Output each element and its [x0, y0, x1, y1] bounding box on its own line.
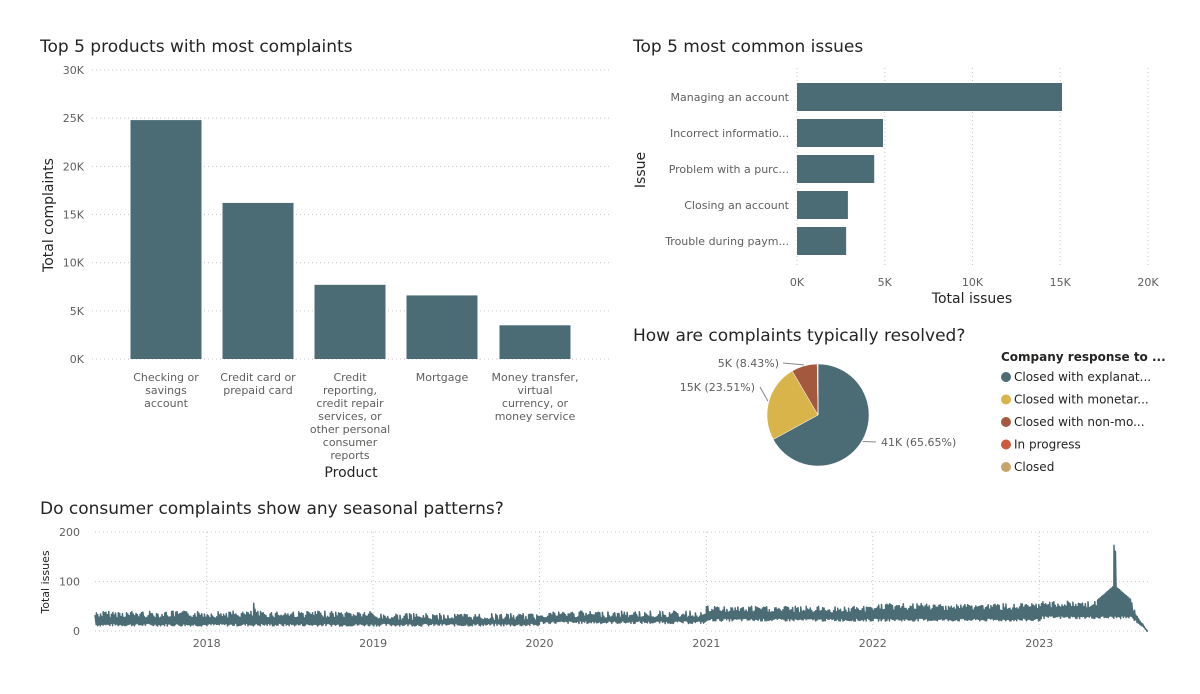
pie-data-label: 41K (65.65%) — [881, 436, 956, 449]
pie-legend-item[interactable]: Closed — [1014, 460, 1054, 474]
products-y-tick: 20K — [63, 160, 85, 173]
pie-data-label: 5K (8.43%) — [718, 357, 779, 370]
pie-legend-marker — [1001, 372, 1011, 382]
issues-bar[interactable] — [797, 155, 875, 183]
issues-bar[interactable] — [797, 83, 1063, 111]
seasonal-x-tick: 2019 — [359, 637, 387, 650]
pie-legend-item[interactable]: Closed with explanat... — [1014, 370, 1151, 384]
products-x-axis-label: Product — [324, 465, 378, 481]
issues-y-tick: Incorrect informatio... — [670, 127, 789, 140]
products-chart-title: Top 5 products with most complaints — [40, 37, 353, 57]
seasonal-x-tick: 2020 — [526, 637, 554, 650]
products-y-tick: 10K — [63, 257, 85, 270]
issues-chart-title: Top 5 most common issues — [633, 37, 864, 57]
pie-legend-title: Company response to ... — [1001, 350, 1166, 364]
issues-y-tick: Managing an account — [671, 91, 790, 104]
pie-legend-item[interactable]: Closed with non-mo... — [1014, 415, 1145, 429]
products-bar[interactable] — [314, 284, 386, 359]
seasonal-series-line — [94, 544, 1148, 632]
products-bar[interactable] — [130, 120, 202, 360]
products-x-tick: Credit reporting, credit repair services, o… — [310, 371, 390, 462]
products-bar[interactable] — [406, 295, 478, 359]
pie-legend-marker — [1001, 439, 1011, 450]
seasonal-y-tick: 0 — [73, 625, 80, 638]
products-x-tick: Credit card or prepaid card — [220, 371, 296, 397]
issues-x-tick: 15K — [1050, 276, 1072, 289]
pie-legend-marker — [1001, 394, 1011, 405]
products-y-tick: 5K — [70, 305, 85, 318]
seasonal-x-tick: 2021 — [692, 637, 720, 650]
issues-x-tick: 10K — [962, 276, 984, 289]
products-y-axis-label: Total complaints — [41, 158, 57, 273]
seasonal-x-tick: 2023 — [1025, 637, 1053, 650]
issues-x-tick: 20K — [1137, 276, 1159, 289]
pie-legend-item[interactable]: Closed with monetar... — [1014, 393, 1149, 407]
pie-slice[interactable] — [772, 363, 870, 467]
products-x-tick: Mortgage — [416, 371, 469, 384]
issues-bar[interactable] — [797, 119, 883, 147]
products-y-tick: 0K — [70, 353, 85, 366]
pie-leader-line — [759, 386, 769, 402]
issues-y-axis-label: Issue — [633, 152, 649, 188]
pie-legend-marker — [1001, 417, 1011, 427]
seasonal-y-tick: 100 — [59, 576, 80, 589]
issues-bar[interactable] — [797, 227, 847, 255]
pie-legend-marker — [1001, 462, 1011, 472]
pie-legend-item[interactable]: In progress — [1014, 438, 1081, 452]
pie-data-label: 15K (23.51%) — [680, 381, 755, 394]
products-bar[interactable] — [499, 325, 571, 359]
products-y-tick: 15K — [63, 209, 85, 222]
resolution-chart-title: How are complaints typically resolved? — [633, 326, 966, 346]
products-y-tick: 30K — [63, 64, 85, 77]
products-y-tick: 25K — [63, 112, 85, 125]
issues-y-tick: Problem with a purc... — [669, 163, 789, 176]
pie-leader-line — [782, 362, 805, 366]
seasonal-chart-title: Do consumer complaints show any seasonal… — [40, 499, 504, 519]
seasonal-x-tick: 2018 — [193, 637, 221, 650]
seasonal-y-tick: 200 — [59, 526, 80, 539]
products-x-tick: Money transfer, virtual currency, or money … — [492, 371, 579, 423]
products-x-tick: Checking or savings account — [133, 371, 199, 410]
issues-y-tick: Trouble during paym... — [664, 235, 789, 248]
seasonal-y-axis-label: Total issues — [39, 550, 52, 614]
issues-y-tick: Closing an account — [684, 199, 789, 212]
pie-slice[interactable] — [766, 370, 819, 440]
issues-bar[interactable] — [797, 191, 848, 219]
issues-x-axis-label: Total issues — [931, 291, 1012, 307]
seasonal-x-tick: 2022 — [859, 637, 887, 650]
products-bar[interactable] — [222, 202, 294, 359]
issues-x-tick: 0K — [790, 276, 805, 289]
issues-x-tick: 5K — [878, 276, 893, 289]
